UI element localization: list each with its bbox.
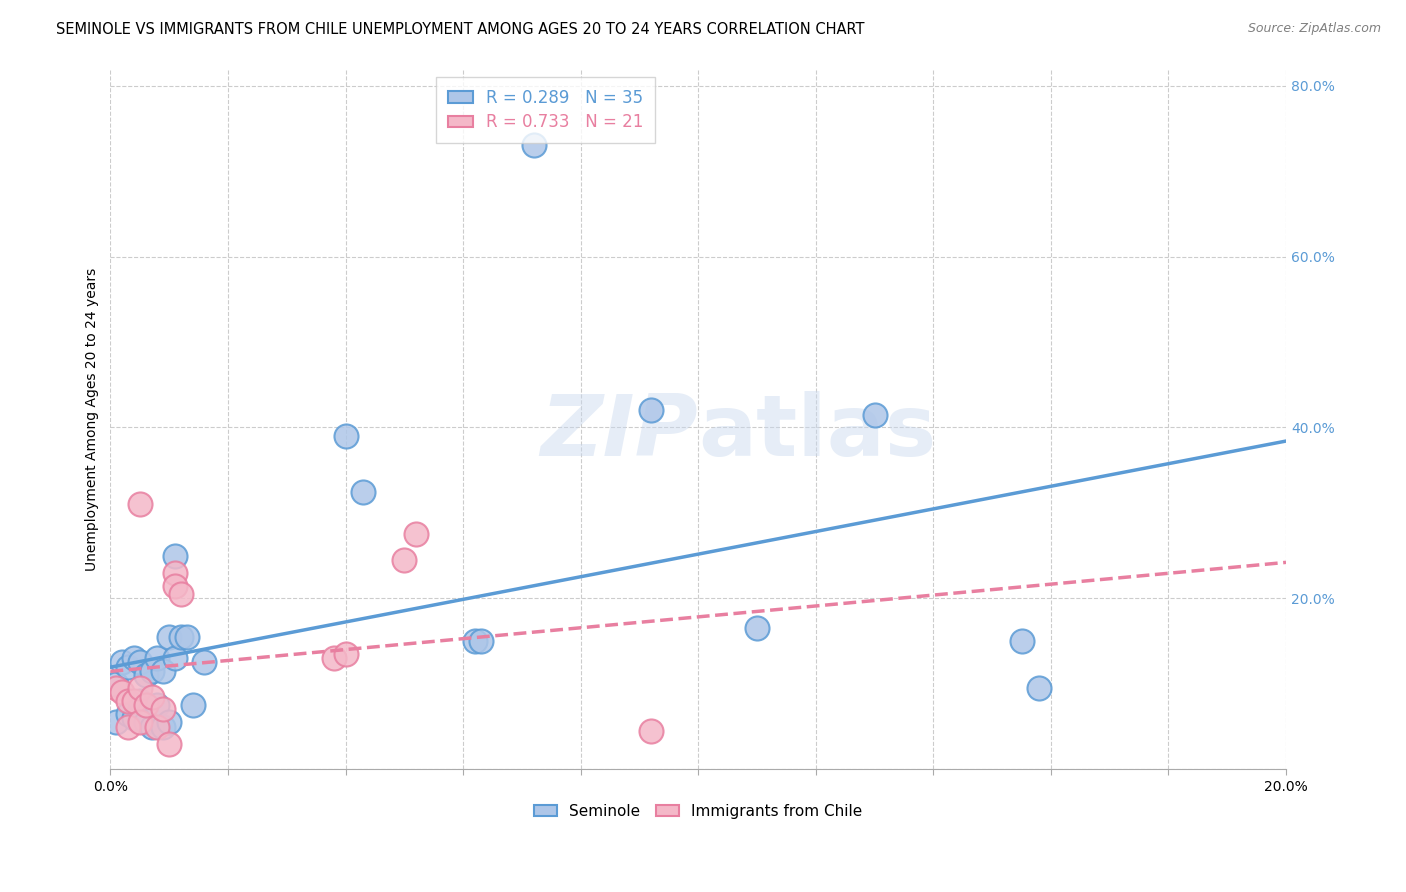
Point xyxy=(640,723,662,738)
Legend: Seminole, Immigrants from Chile: Seminole, Immigrants from Chile xyxy=(529,797,869,825)
Point xyxy=(135,715,157,730)
Point xyxy=(105,715,128,730)
Point xyxy=(335,429,357,443)
Point xyxy=(322,651,344,665)
Point xyxy=(111,685,134,699)
Point xyxy=(193,656,215,670)
Point xyxy=(181,698,204,713)
Point xyxy=(128,656,150,670)
Point xyxy=(1028,681,1050,695)
Point xyxy=(640,403,662,417)
Point xyxy=(128,681,150,695)
Point xyxy=(352,484,374,499)
Point xyxy=(117,720,139,734)
Point xyxy=(1011,634,1033,648)
Point xyxy=(141,720,163,734)
Point xyxy=(117,694,139,708)
Point xyxy=(165,549,187,563)
Point xyxy=(152,702,174,716)
Point xyxy=(165,651,187,665)
Point xyxy=(170,587,193,601)
Point xyxy=(152,720,174,734)
Point xyxy=(128,497,150,511)
Point xyxy=(745,621,768,635)
Text: ZIP: ZIP xyxy=(540,392,699,475)
Point xyxy=(157,715,180,730)
Point xyxy=(170,630,193,644)
Point xyxy=(122,651,145,665)
Y-axis label: Unemployment Among Ages 20 to 24 years: Unemployment Among Ages 20 to 24 years xyxy=(86,268,100,571)
Point xyxy=(152,664,174,678)
Point xyxy=(146,720,169,734)
Point xyxy=(105,677,128,691)
Point xyxy=(523,138,546,153)
Point xyxy=(117,706,139,721)
Text: SEMINOLE VS IMMIGRANTS FROM CHILE UNEMPLOYMENT AMONG AGES 20 TO 24 YEARS CORRELA: SEMINOLE VS IMMIGRANTS FROM CHILE UNEMPL… xyxy=(56,22,865,37)
Point xyxy=(128,694,150,708)
Point xyxy=(464,634,486,648)
Point xyxy=(863,408,886,422)
Point xyxy=(394,553,416,567)
Point xyxy=(117,659,139,673)
Point xyxy=(176,630,198,644)
Point xyxy=(141,690,163,704)
Point xyxy=(157,630,180,644)
Point xyxy=(335,647,357,661)
Point xyxy=(135,668,157,682)
Point xyxy=(165,566,187,580)
Text: atlas: atlas xyxy=(699,392,936,475)
Point xyxy=(122,694,145,708)
Point xyxy=(135,698,157,713)
Point xyxy=(128,715,150,730)
Point xyxy=(141,664,163,678)
Point xyxy=(122,711,145,725)
Point xyxy=(111,656,134,670)
Point xyxy=(165,578,187,592)
Point xyxy=(146,698,169,713)
Point xyxy=(157,737,180,751)
Point xyxy=(405,527,427,541)
Text: Source: ZipAtlas.com: Source: ZipAtlas.com xyxy=(1247,22,1381,36)
Point xyxy=(146,651,169,665)
Point xyxy=(105,681,128,695)
Point xyxy=(470,634,492,648)
